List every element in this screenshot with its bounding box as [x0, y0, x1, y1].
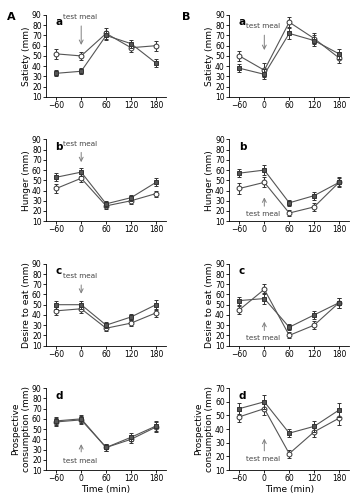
- Text: d: d: [55, 390, 63, 400]
- Text: c: c: [239, 266, 245, 276]
- Text: test meal: test meal: [63, 14, 97, 20]
- Y-axis label: Satiety (mm): Satiety (mm): [205, 26, 214, 86]
- Text: B: B: [182, 12, 190, 22]
- Text: test meal: test meal: [63, 140, 97, 146]
- Text: test meal: test meal: [246, 211, 281, 217]
- Text: test meal: test meal: [246, 336, 281, 342]
- Y-axis label: Satiety (mm): Satiety (mm): [22, 26, 31, 86]
- Y-axis label: Prospective
consumption (mm): Prospective consumption (mm): [194, 386, 214, 472]
- X-axis label: Time (min): Time (min): [82, 484, 131, 494]
- Text: test meal: test meal: [246, 456, 281, 462]
- Text: c: c: [55, 266, 62, 276]
- Text: b: b: [239, 142, 246, 152]
- Y-axis label: Desire to eat (mm): Desire to eat (mm): [205, 262, 214, 348]
- Text: a: a: [55, 18, 62, 28]
- Y-axis label: Hunger (mm): Hunger (mm): [22, 150, 31, 210]
- Text: test meal: test meal: [63, 458, 97, 464]
- Text: d: d: [239, 390, 246, 400]
- Text: b: b: [55, 142, 63, 152]
- Y-axis label: Prospective
consumption (mm): Prospective consumption (mm): [11, 386, 31, 472]
- Text: test meal: test meal: [246, 24, 281, 30]
- Text: test meal: test meal: [63, 273, 97, 279]
- Y-axis label: Desire to eat (mm): Desire to eat (mm): [22, 262, 31, 348]
- Text: a: a: [239, 18, 246, 28]
- Y-axis label: Hunger (mm): Hunger (mm): [205, 150, 214, 210]
- Text: A: A: [7, 12, 16, 22]
- X-axis label: Time (min): Time (min): [265, 484, 314, 494]
